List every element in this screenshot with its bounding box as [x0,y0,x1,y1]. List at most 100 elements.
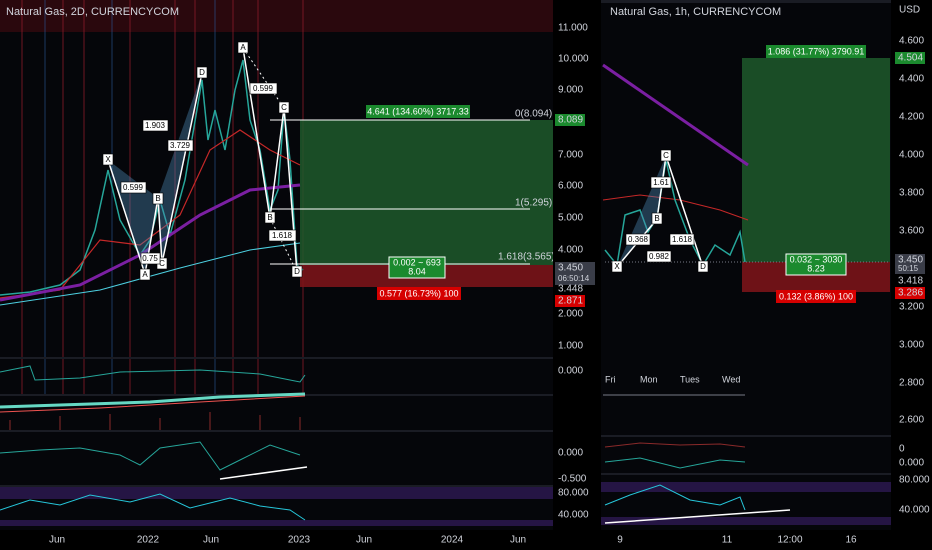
time-label: 9 [617,535,623,546]
point-label: D [199,68,205,77]
ratio-label: 0.368 [628,235,649,244]
price-label: 3.000 [899,340,924,351]
entry-label: 0.032 ~ 3030 [790,254,843,264]
countdown: 06:50:14 [558,274,590,283]
indicator-label: 0.000 [899,458,924,469]
axis-tag-label: 8.089 [558,115,583,126]
axis-tag [895,287,925,299]
volume-bars [9,412,301,430]
price-label: 7.000 [558,150,583,161]
pattern-dash [242,47,285,109]
price-label: 4.600 [899,36,924,47]
price-label: 4.400 [899,74,924,85]
divergence-line [219,466,308,480]
entry-ratio: 8.23 [807,263,825,273]
indicator-label: 40.000 [558,510,589,521]
point-label: D [294,267,300,276]
axis-tag-label: 3.450 [898,255,923,266]
red-band [0,0,553,32]
price-label: 3.200 [899,302,924,313]
pane-border [601,0,891,3]
time-label: Jun [356,535,372,546]
stop-label: 0.577 (16.73%) 100 [379,288,458,298]
ratio-label: 0.75 [142,254,158,263]
ratio-label: 1.618 [272,231,293,240]
price-label: 9.000 [558,85,583,96]
price-label: 6.000 [558,181,583,192]
price-label: 10.000 [558,54,589,65]
rsi-band [0,487,553,499]
profit-zone [300,120,553,265]
time-label: 2022 [137,535,160,546]
currency: USD [899,5,920,16]
pattern-points: X B C D 1.61 0.368 0.982 1.618 [611,149,709,273]
ratio-label: 0.982 [649,252,670,261]
time-label: 16 [845,535,857,546]
ma-red [0,129,301,299]
point-label: B [155,194,160,203]
weekday: Fri [605,374,616,384]
price-label: 5.000 [558,213,583,224]
entry-tag [785,253,847,276]
weekday: Tues [680,374,700,384]
time-label: 11 [722,535,733,546]
axis-tag-label: 3.448 [558,284,583,295]
target-tag [766,45,866,58]
axis-tag-label: 2.871 [558,296,583,307]
entry-label: 0.002 ~ 693 [393,257,441,267]
ratio-label: 0.599 [253,84,274,93]
indicator-label: 0.000 [558,366,583,377]
point-label: C [281,103,287,112]
price-label: 3.600 [899,226,924,237]
price-label: 1.000 [558,341,583,352]
entry-ratio: 8.04 [408,266,426,276]
axis-tag [555,114,585,126]
time-label: 2023 [288,535,311,546]
point-label: A [240,43,246,52]
pane-separator [601,473,891,475]
price-label: 2.000 [558,309,583,320]
chart-title: Natural Gas, 2D, CURRENCYCOM [6,6,179,18]
indicator-line [0,365,306,383]
volume-line [604,442,746,448]
ratio-label: 3.729 [170,141,191,150]
price-label: 4.200 [899,112,924,123]
ma-purple [602,63,749,167]
pattern-fill [158,73,202,263]
weekday: Wed [722,374,740,384]
ratio-label: 0.599 [123,183,144,192]
indicator-label: 40.000 [899,505,930,516]
time-label: 2024 [441,535,464,546]
point-label: D [700,262,706,271]
axis-tag [895,52,925,64]
axis-tag [555,262,595,285]
axis-tag-label: 3.450 [558,263,583,274]
macd-hist [0,441,301,471]
time-label: 12:00 [777,535,802,546]
price-label: 2.800 [899,378,924,389]
indicator-line [0,392,306,409]
axis-tag-label: 4.504 [898,53,923,64]
indicator-label: 80.000 [558,488,589,499]
point-label: B [267,213,272,222]
ratio-label: 1.903 [145,121,166,130]
fib-label: 1.618(3.565) [498,252,555,263]
indicator-label: 0 [899,444,905,455]
axis-tag-label: 3.286 [898,288,923,299]
blue-verticals [44,0,216,395]
target-tag [366,105,470,118]
time-axis: Jun 2022 Jun 2023 Jun 2024 Jun [49,535,526,546]
pattern-line [242,47,298,273]
pane-separator [601,435,891,437]
time-label: Jun [49,535,65,546]
point-label: C [663,151,669,160]
rsi-band [0,520,553,526]
pattern-points: X A B C D A B C D [102,41,303,281]
axis-tag [555,295,585,307]
stop-tag [377,287,461,300]
time-label: Jun [510,535,526,546]
entry-tag [388,256,446,279]
divergence-line [604,509,791,524]
price-label: 11.000 [558,23,588,34]
